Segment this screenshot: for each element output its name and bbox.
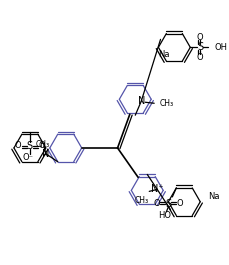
- Text: S: S: [165, 199, 171, 209]
- Text: O: O: [196, 53, 203, 62]
- Text: O: O: [38, 142, 45, 151]
- Text: Na: Na: [157, 50, 168, 59]
- Text: O: O: [176, 199, 183, 208]
- Text: CH₃: CH₃: [158, 99, 172, 108]
- Text: N: N: [137, 96, 144, 106]
- Text: CH₃: CH₃: [134, 196, 148, 205]
- Text: O: O: [196, 33, 203, 42]
- Text: Na: Na: [207, 192, 219, 201]
- Text: O: O: [153, 199, 159, 208]
- Text: CH₃: CH₃: [36, 140, 50, 149]
- Text: S: S: [27, 141, 33, 151]
- Text: HO: HO: [157, 211, 170, 220]
- Text: S: S: [196, 42, 202, 52]
- Text: OH: OH: [213, 43, 226, 52]
- Text: N: N: [42, 149, 49, 159]
- Text: O⁻: O⁻: [22, 153, 33, 162]
- Text: O: O: [15, 142, 21, 151]
- Text: N⁺: N⁺: [150, 184, 163, 195]
